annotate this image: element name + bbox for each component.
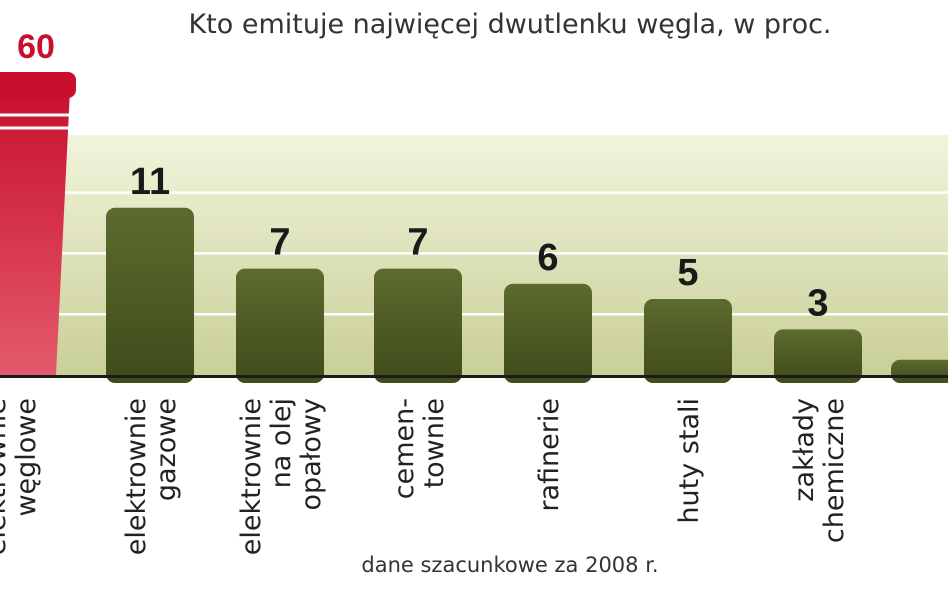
bar-5 [644, 299, 732, 383]
bar-1 [106, 207, 194, 383]
category-label-line: węglowe [11, 398, 42, 517]
source-note: dane szacunkowe za 2008 r. [361, 553, 658, 577]
bar-3 [374, 268, 462, 383]
value-label-6: 3 [807, 282, 828, 324]
category-label-3: cemen-townie [389, 398, 450, 499]
category-label-line: na olej [266, 398, 297, 488]
bar-cap-0 [0, 72, 76, 98]
category-label-4: rafinerie [534, 398, 565, 512]
category-label-1: elektrownie gazowe [121, 398, 182, 555]
category-labels: elektrownie węglowe elektrownie gazowe elekt… [0, 398, 850, 555]
value-label-4: 6 [537, 237, 558, 279]
value-label-1: 11 [130, 161, 170, 203]
bar-7 [891, 359, 948, 383]
category-label-line: opałowy [296, 398, 327, 510]
x-axis [0, 375, 948, 378]
category-label-2: elektrownie na olej opałowy [236, 398, 327, 555]
category-label-line: elektrownie [121, 398, 152, 555]
value-labels: 60 11 7 7 6 5 3 [17, 28, 828, 324]
category-label-line: chemiczne [819, 398, 850, 543]
category-label-5: huty stali [674, 398, 705, 524]
category-label-line: huty stali [674, 398, 705, 524]
value-label-0: 60 [17, 28, 55, 66]
value-label-5: 5 [677, 252, 698, 294]
chart-title: Kto emituje najwięcej dwutlenku węgla, w… [188, 9, 831, 40]
category-label-line: cemen- [389, 398, 420, 499]
category-label-0: elektrownie węglowe [0, 398, 42, 555]
bar-2 [236, 268, 324, 383]
category-label-line: elektrownie [236, 398, 267, 555]
category-label-line: townie [419, 398, 450, 488]
value-label-2: 7 [269, 222, 290, 264]
bar-0 [0, 90, 70, 375]
bar-6 [774, 329, 862, 383]
value-label-3: 7 [407, 222, 428, 264]
bar-4 [504, 283, 592, 383]
category-label-line: zakłady [789, 398, 820, 502]
category-label-line: rafinerie [534, 398, 565, 512]
category-label-line: gazowe [151, 398, 182, 501]
category-label-6: zakłady chemiczne [789, 398, 850, 543]
x-axis-line [0, 375, 948, 378]
category-label-line: elektrownie [0, 398, 12, 555]
bars [0, 72, 948, 383]
